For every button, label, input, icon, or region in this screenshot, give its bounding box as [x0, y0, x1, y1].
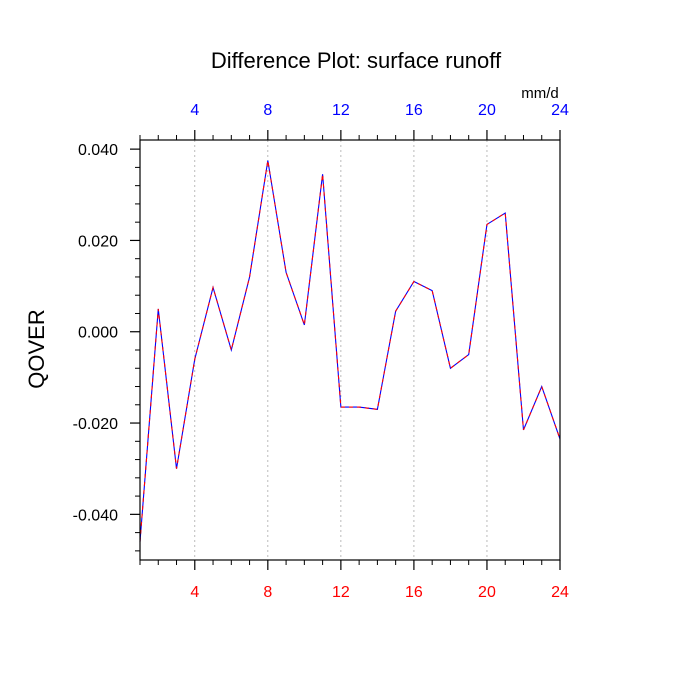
plot-frame [139, 139, 561, 561]
units-label: mm/d [521, 85, 559, 102]
y-axis-label: QOVER [24, 309, 49, 388]
x-tick-label-bottom: 20 [478, 584, 496, 601]
x-tick-label-top: 4 [190, 102, 199, 119]
minor-ticks [135, 135, 543, 565]
y-tick-label: 0.040 [78, 142, 118, 159]
y-tick-labels: -0.040 -0.020 0.000 0.020 0.040 [73, 142, 118, 524]
grid-lines [194, 140, 488, 560]
series-line-overlay-0 [139, 160, 561, 542]
y-tick-label: -0.040 [73, 507, 118, 524]
y-tick-label: 0.020 [78, 233, 118, 250]
series-line-0 [139, 160, 561, 542]
x-tick-label-top: 8 [263, 102, 272, 119]
x-tick-label-top: 20 [478, 102, 496, 119]
major-ticks [130, 130, 561, 570]
x-tick-label-top: 24 [551, 102, 569, 119]
series-lines [139, 160, 561, 542]
x-tick-labels-top: 4 8 12 16 20 24 [190, 102, 569, 119]
x-tick-label-top: 16 [405, 102, 423, 119]
x-tick-label-bottom: 4 [190, 584, 199, 601]
x-tick-labels-bottom: 4 8 12 16 20 24 [190, 584, 569, 601]
chart-title: Difference Plot: surface runoff [211, 48, 502, 73]
y-tick-label: 0.000 [78, 325, 118, 342]
x-tick-label-bottom: 12 [332, 584, 350, 601]
y-tick-label: -0.020 [73, 416, 118, 433]
x-tick-label-top: 12 [332, 102, 350, 119]
x-tick-label-bottom: 16 [405, 584, 423, 601]
x-tick-label-bottom: 24 [551, 584, 569, 601]
x-tick-label-bottom: 8 [263, 584, 272, 601]
